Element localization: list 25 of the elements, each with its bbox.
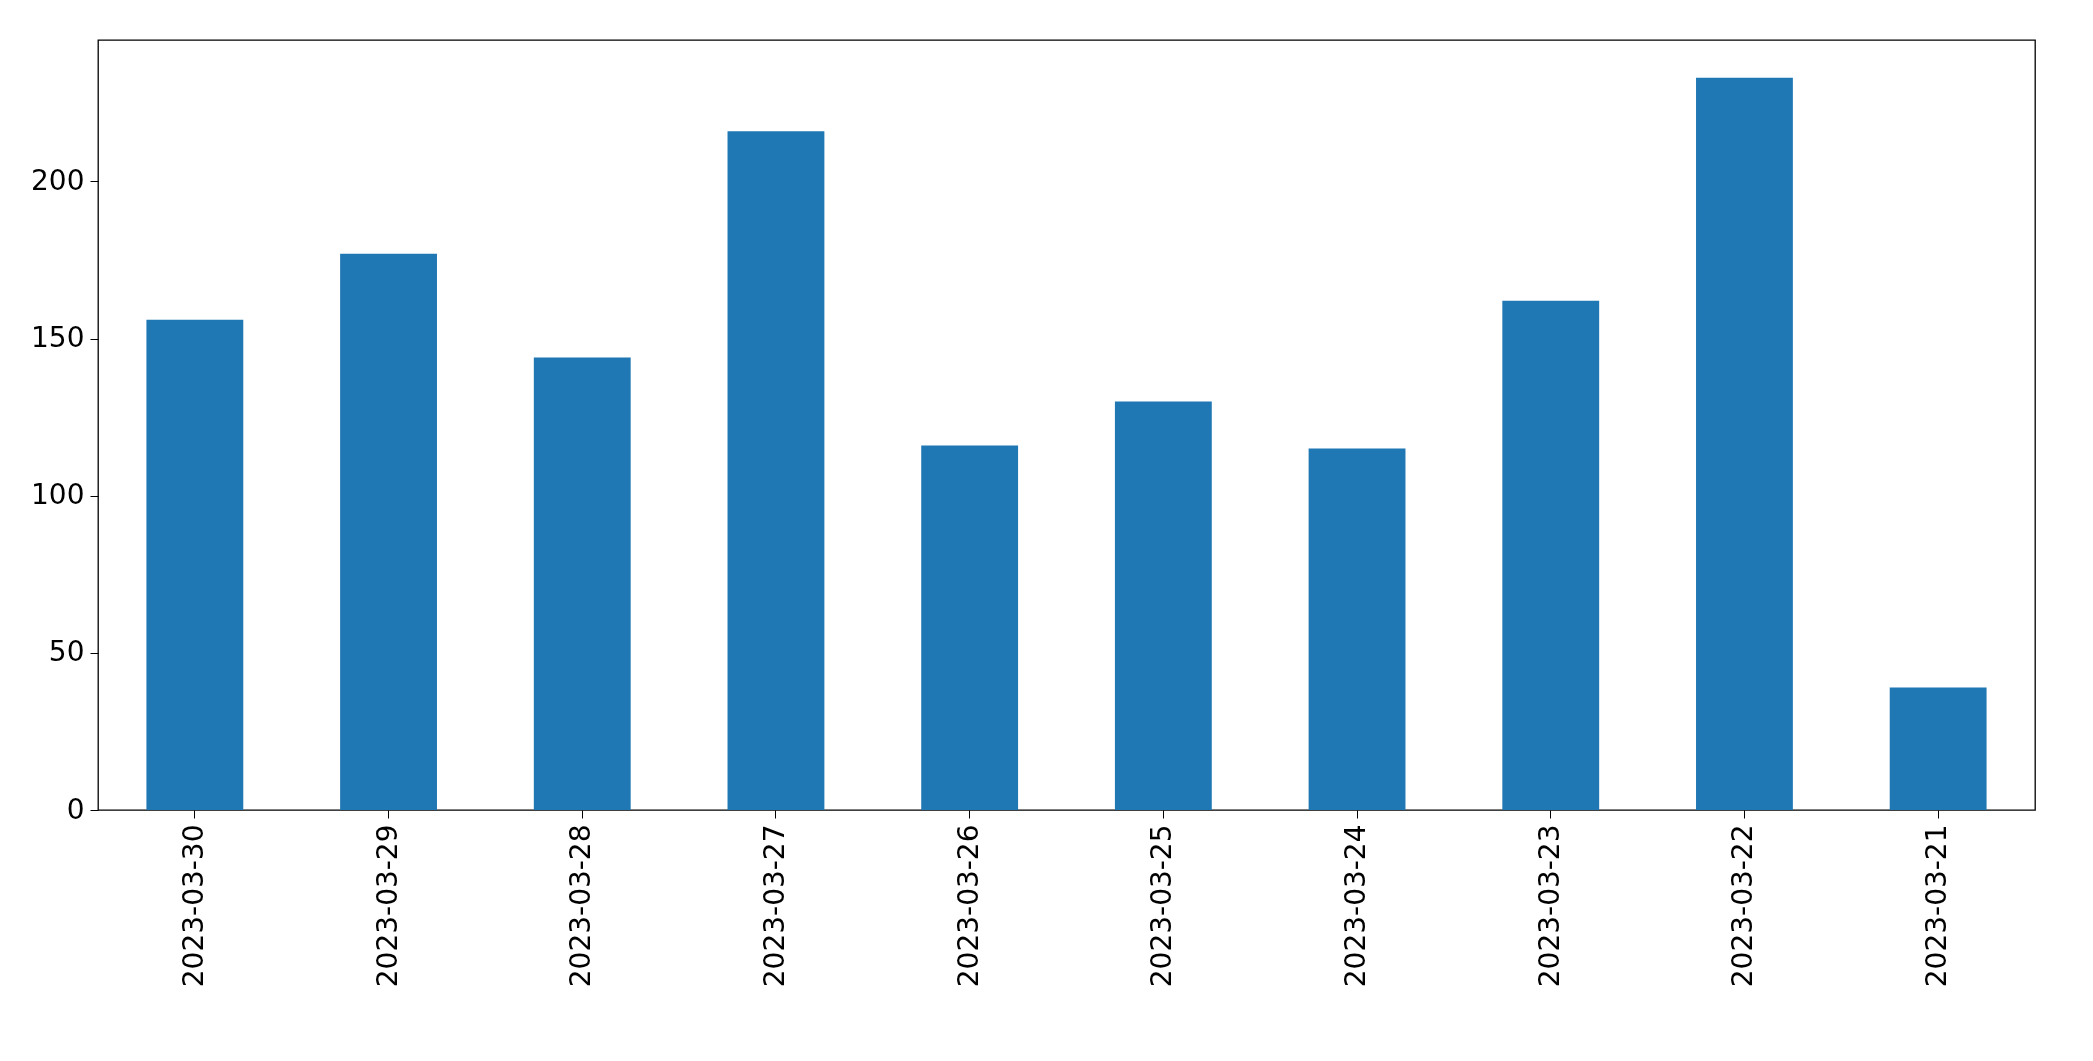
y-tick-label: 0 — [66, 792, 85, 826]
y-tick-label: 100 — [31, 478, 85, 512]
bar — [1308, 448, 1406, 810]
bar — [727, 131, 825, 810]
x-tick-label: 2023-03-30 — [176, 824, 210, 988]
bar — [146, 319, 244, 810]
y-tick-label: 50 — [48, 635, 85, 669]
bar — [1889, 687, 1987, 810]
x-tick-label: 2023-03-23 — [1532, 824, 1566, 988]
x-tick-label: 2023-03-24 — [1339, 824, 1373, 988]
x-tick-label: 2023-03-27 — [757, 824, 791, 988]
bar — [1696, 77, 1793, 810]
x-tick-label: 2023-03-22 — [1726, 824, 1760, 988]
x-tick-label: 2023-03-28 — [564, 824, 598, 988]
y-tick-label: 150 — [31, 321, 85, 355]
bar — [1502, 300, 1600, 810]
x-tick-label: 2023-03-26 — [951, 824, 985, 988]
bar — [1114, 401, 1212, 810]
x-tick-label: 2023-03-25 — [1145, 824, 1179, 988]
x-tick-label: 2023-03-21 — [1920, 824, 1954, 988]
y-tick-label: 200 — [31, 163, 85, 197]
x-tick-label: 2023-03-29 — [370, 824, 404, 988]
bar — [340, 253, 437, 810]
bar — [533, 357, 631, 810]
bar — [921, 445, 1019, 810]
